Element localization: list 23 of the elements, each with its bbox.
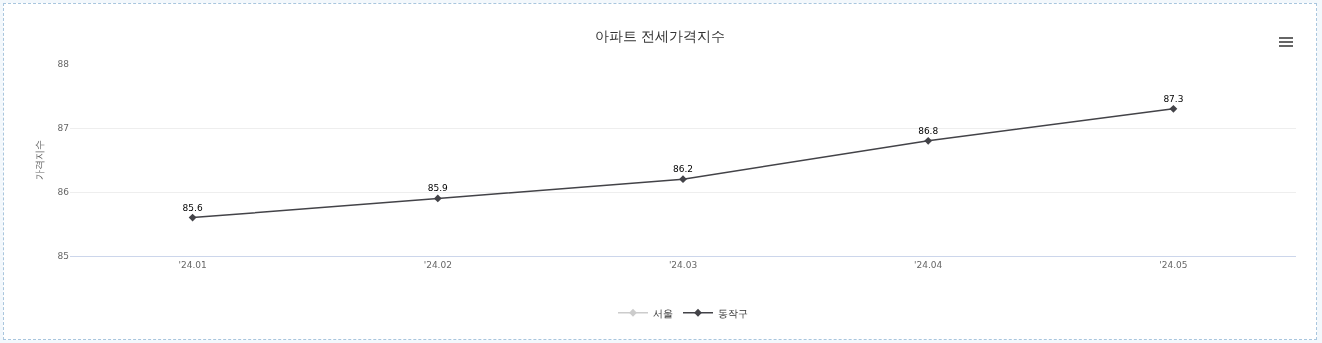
data-label: 86.2 <box>672 164 694 175</box>
y-tick-label: 87 <box>57 123 69 134</box>
point <box>924 136 933 145</box>
data-label: 85.6 <box>182 202 203 213</box>
point <box>1169 104 1178 113</box>
y-axis-title: 가격지수 <box>33 140 45 180</box>
x-tick-label: '24.05 <box>1159 259 1188 270</box>
point <box>433 194 442 203</box>
data-label: 85.9 <box>427 183 449 194</box>
point <box>188 213 197 222</box>
y-tick-label: 86 <box>57 187 70 198</box>
data-label: 87.3 <box>1163 93 1184 104</box>
x-tick-label: '24.01 <box>178 259 207 270</box>
legend-label: 동작구 <box>718 307 748 319</box>
x-tick-label: '24.03 <box>668 259 698 270</box>
legend-label: 서울 <box>653 307 673 319</box>
chart-title: 아파트 전세가격지수 <box>594 27 726 44</box>
x-tick-label: '24.02 <box>423 259 452 270</box>
y-tick-label: 88 <box>57 59 70 70</box>
x-tick-label: '24.04 <box>914 259 943 270</box>
y-tick-label: 85 <box>57 251 69 262</box>
point <box>679 175 687 184</box>
data-label: 86.8 <box>918 125 939 136</box>
